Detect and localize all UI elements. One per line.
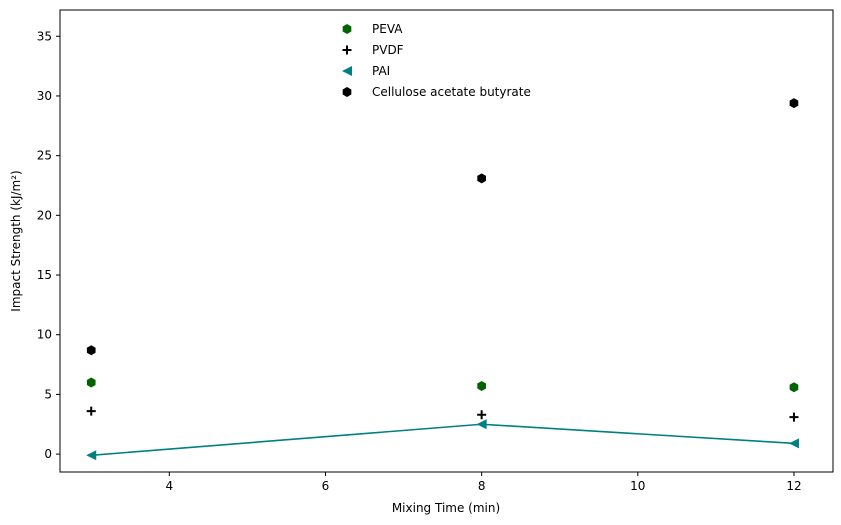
legend-marker <box>342 87 352 97</box>
series-line <box>91 423 795 457</box>
data-point <box>476 419 487 430</box>
plot-area <box>86 98 799 461</box>
y-tick-label: 0 <box>44 447 52 461</box>
legend-label: PEVA <box>372 22 403 36</box>
y-tick-label: 10 <box>37 328 52 342</box>
legend-marker <box>342 45 352 55</box>
legend: PEVA PVDF PAI Cellulose acetate butyrate <box>342 22 531 99</box>
data-point <box>477 381 486 392</box>
legend-label: Cellulose acetate butyrate <box>372 85 531 99</box>
data-point <box>789 412 799 422</box>
legend-marker <box>342 66 352 76</box>
legend-item-cellulose-acetate-butyrate: Cellulose acetate butyrate <box>342 85 531 99</box>
x-tick-label: 4 <box>165 479 173 493</box>
x-tick-label: 10 <box>630 479 645 493</box>
x-axis-label: Mixing Time (min) <box>392 501 500 515</box>
data-point <box>86 377 96 388</box>
data-point <box>86 345 96 356</box>
x-tick-label: 6 <box>322 479 330 493</box>
y-tick-label: 15 <box>37 268 52 282</box>
series-pvdf <box>86 406 799 422</box>
data-point <box>789 382 799 393</box>
y-tick-label: 20 <box>37 208 52 222</box>
legend-label: PVDF <box>372 43 404 57</box>
data-point <box>477 410 487 420</box>
data-point <box>86 406 96 416</box>
plot-frame <box>59 9 834 473</box>
y-tick-label: 30 <box>37 89 52 103</box>
y-tick-label: 35 <box>37 29 52 43</box>
y-axis: 0 5 10 15 20 25 30 35 <box>37 29 60 461</box>
series-pai <box>86 419 799 461</box>
legend-label: PAI <box>372 64 390 78</box>
data-point <box>86 450 97 461</box>
data-point <box>477 173 486 184</box>
x-tick-label: 12 <box>786 479 801 493</box>
legend-item-pvdf: PVDF <box>342 43 404 57</box>
x-tick-label: 8 <box>478 479 486 493</box>
legend-item-peva: PEVA <box>342 22 403 36</box>
y-tick-label: 5 <box>44 387 52 401</box>
y-tick-label: 25 <box>37 149 52 163</box>
data-point <box>788 438 799 449</box>
legend-marker <box>342 24 352 34</box>
y-axis-label: Impact Strength (kJ/m²) <box>9 170 23 311</box>
x-axis: 4 6 8 10 12 <box>165 472 802 493</box>
legend-item-pai: PAI <box>342 64 390 78</box>
data-point <box>789 98 799 109</box>
series-peva <box>86 377 799 393</box>
series-cellulose-acetate-butyrate <box>86 98 799 356</box>
